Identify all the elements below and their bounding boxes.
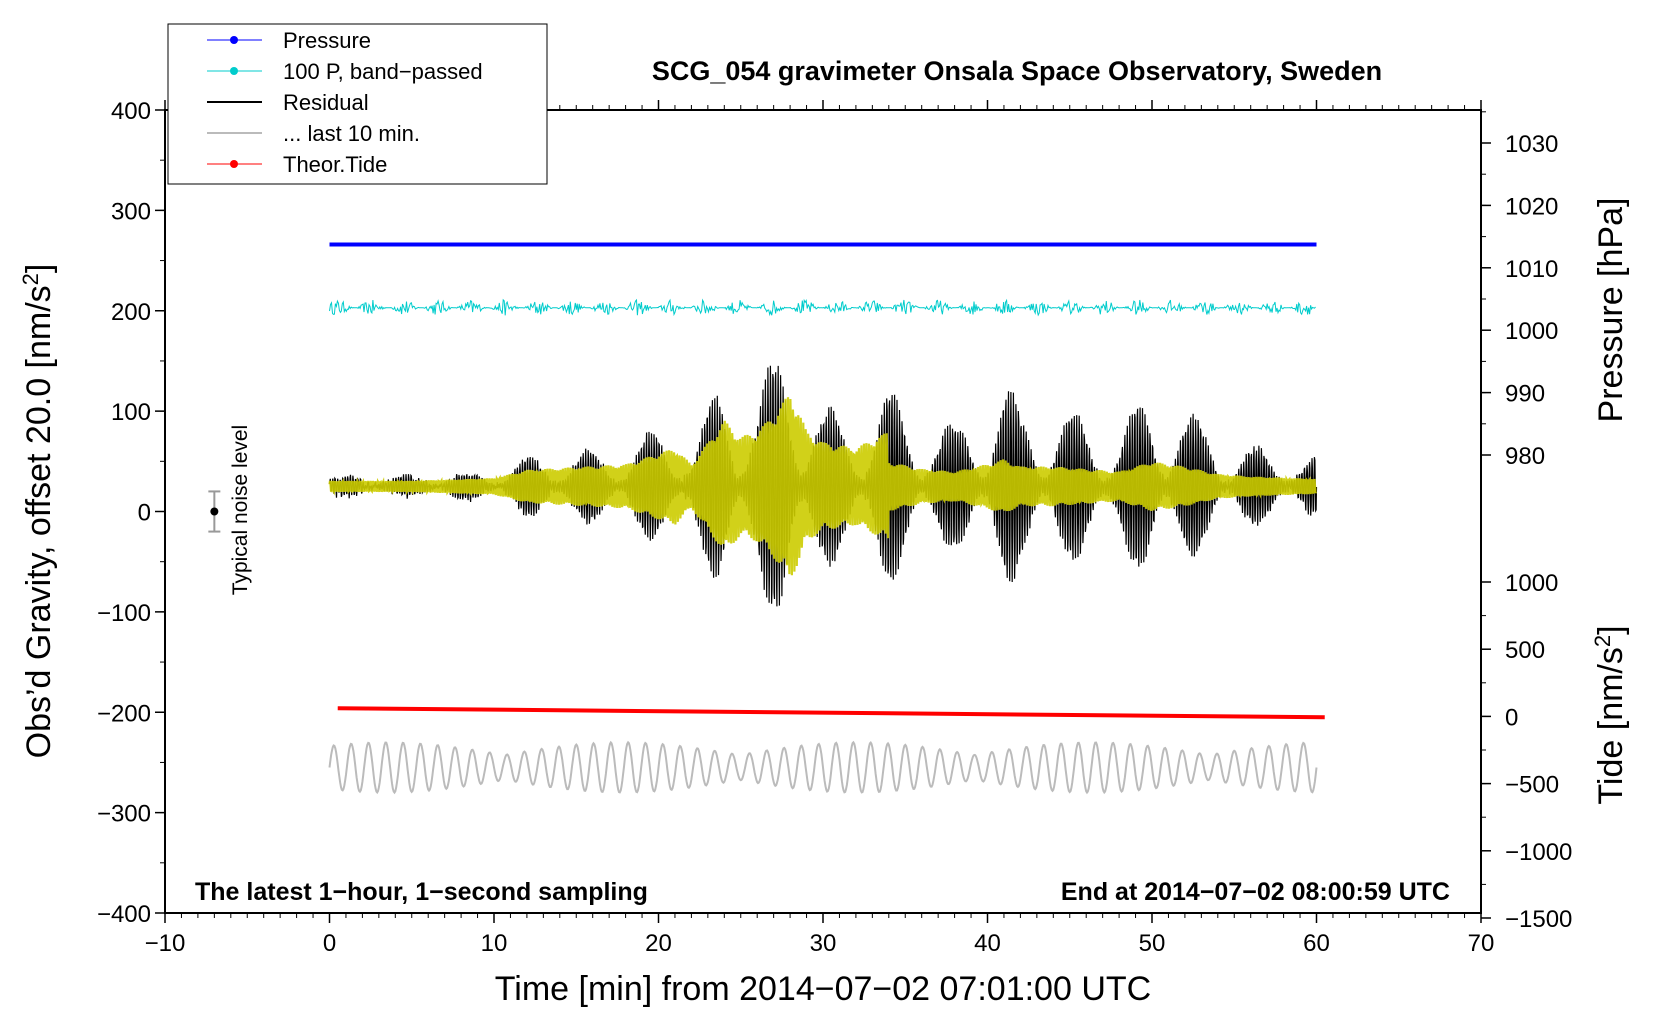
- pressure-axis-label: Pressure [hPa]: [1592, 198, 1630, 423]
- bandpassed-line: [329, 298, 1316, 317]
- pressure-tick-label: 1030: [1505, 131, 1558, 158]
- tide-line: [337, 706, 1325, 720]
- pressure-tick-label: 990: [1505, 381, 1545, 408]
- tide-axis-label-end: ]: [1592, 625, 1630, 634]
- noise-level-label: Typical noise level: [229, 425, 252, 595]
- x-tick-label: 30: [810, 930, 837, 957]
- y-tick-label: −100: [97, 600, 151, 627]
- tide-axis-label-sup: 2: [1590, 635, 1615, 647]
- x-tick-label: 10: [481, 930, 508, 957]
- legend-item-bandpassed: 100 P, band−passed: [207, 59, 483, 84]
- legend-box: [167, 23, 548, 185]
- x-tick-label: 0: [323, 930, 336, 957]
- legend: Pressure 100 P, band−passed Residual ...…: [167, 23, 548, 185]
- axis-layer: −10 0 10 20 30 40 50 60 704003002001000−100−200−…: [97, 98, 1572, 957]
- chart-title: SCG_054 gravimeter Onsala Space Observat…: [652, 56, 1382, 86]
- legend-label-pressure: Pressure: [283, 28, 371, 53]
- legend-item-residual: Residual: [207, 90, 369, 115]
- x-tick-label: 50: [1139, 930, 1166, 957]
- y-tick-label: 0: [138, 500, 151, 527]
- legend-label-residual: Residual: [283, 90, 369, 115]
- y-tick-label: 200: [111, 299, 151, 326]
- x-tick-label: 60: [1303, 930, 1330, 957]
- tide-tick-label: −1500: [1505, 906, 1572, 933]
- legend-label-bandpassed: 100 P, band−passed: [283, 59, 483, 84]
- last10-line: [328, 740, 1318, 795]
- x-tick-label: 20: [645, 930, 672, 957]
- pressure-tick-label: 1010: [1505, 256, 1558, 283]
- y-tick-label: 400: [111, 98, 151, 125]
- x-tick-label: 70: [1468, 930, 1495, 957]
- tide-tick-label: 500: [1505, 637, 1545, 664]
- filtered-line: [328, 397, 1318, 576]
- tide-tick-label: −1000: [1505, 839, 1572, 866]
- y-axis-label-left-main: Obs’d Gravity, offset 20.0 [nm/s: [20, 285, 58, 758]
- pressure-tick-label: 1000: [1505, 318, 1558, 345]
- noise-marker: [210, 507, 219, 516]
- legend-dot-bandpassed: [230, 67, 238, 75]
- annotation-right: End at 2014−07−02 08:00:59 UTC: [1061, 878, 1450, 906]
- legend-label-last10: ... last 10 min.: [283, 121, 420, 146]
- y-axis-label-left-sup: 2: [18, 273, 43, 285]
- legend-dot-pressure: [230, 36, 238, 44]
- x-tick-label: −10: [145, 930, 186, 957]
- tide-tick-label: 1000: [1505, 570, 1558, 597]
- pressure-tick-label: 1020: [1505, 193, 1558, 220]
- tide-axis-label-main: Tide [nm/s: [1592, 647, 1630, 804]
- legend-item-last10: ... last 10 min.: [207, 121, 420, 146]
- series-layer: [208, 242, 1325, 795]
- y-axis-label-left-end: ]: [20, 264, 58, 273]
- legend-label-tide: Theor.Tide: [283, 152, 387, 177]
- y-tick-label: −200: [97, 700, 151, 727]
- pressure-tick-label: 980: [1505, 443, 1545, 470]
- legend-dot-tide: [230, 160, 238, 168]
- annotation-left: The latest 1−hour, 1−second sampling: [195, 878, 648, 906]
- x-tick-label: 40: [974, 930, 1001, 957]
- legend-item-tide: Theor.Tide: [207, 152, 387, 177]
- y-axis-label-left: Obs’d Gravity, offset 20.0 [nm/s2]: [18, 264, 58, 759]
- tide-tick-label: −500: [1505, 772, 1559, 799]
- tide-axis-label: Tide [nm/s2]: [1590, 625, 1630, 804]
- y-tick-label: −400: [97, 901, 151, 928]
- y-tick-label: 100: [111, 399, 151, 426]
- y-tick-label: 300: [111, 198, 151, 225]
- x-axis-label: Time [min] from 2014−07−02 07:01:00 UTC: [495, 970, 1151, 1008]
- tide-tick-label: 0: [1505, 704, 1518, 731]
- legend-item-pressure: Pressure: [207, 28, 371, 53]
- y-tick-label: −300: [97, 801, 151, 828]
